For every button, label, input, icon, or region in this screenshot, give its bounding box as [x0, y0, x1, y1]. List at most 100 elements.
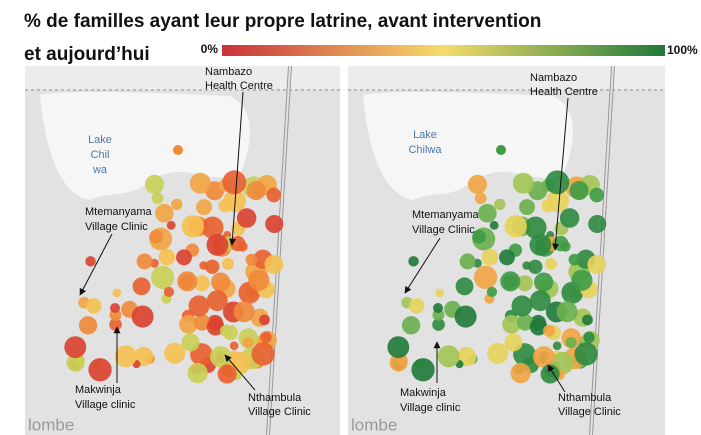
site-bubble: [222, 170, 247, 195]
site-bubble: [132, 277, 151, 296]
site-bubble: [206, 290, 228, 312]
site-bubble: [487, 342, 509, 364]
site-bubble: [502, 315, 521, 334]
lake-label: Lake: [413, 129, 437, 141]
site-bubble: [516, 314, 534, 331]
site-bubble: [467, 174, 487, 194]
site-bubble: [529, 290, 551, 312]
place-name: lombe: [351, 415, 397, 434]
site-bubble: [504, 215, 528, 238]
site-bubble: [187, 362, 208, 384]
site-bubble: [478, 203, 497, 223]
site-bubble: [85, 298, 102, 314]
site-bubble: [259, 314, 270, 326]
callout-label: Village Clinic: [412, 224, 475, 236]
site-bubble: [85, 256, 96, 267]
callout-label: Makwinja: [400, 387, 447, 399]
site-bubble: [251, 342, 275, 366]
callout-label: Nambazo: [530, 72, 577, 84]
site-bubble: [229, 341, 239, 351]
title-line: % de familles ayant leur propre latrine,…: [24, 11, 541, 32]
legend-max: 100%: [667, 43, 698, 57]
callout-label: Nthambula: [558, 392, 612, 404]
site-bubble: [193, 314, 211, 331]
site-bubble: [188, 295, 210, 317]
site-bubble: [210, 346, 232, 368]
site-bubble: [176, 249, 192, 266]
site-bubble: [411, 358, 435, 382]
site-bubble: [171, 198, 183, 211]
site-bubble: [589, 187, 605, 203]
site-bubble: [583, 331, 595, 344]
site-bubble: [510, 362, 531, 384]
site-bubble: [533, 346, 555, 368]
site-bubble: [266, 187, 282, 203]
site-bubble: [246, 181, 266, 201]
site-bubble: [587, 255, 607, 274]
site-bubble: [522, 261, 531, 270]
site-bubble: [193, 275, 210, 292]
site-bubble: [260, 331, 272, 344]
site-bubble: [220, 324, 233, 337]
site-bubble: [524, 216, 547, 239]
site-bubble: [164, 342, 186, 364]
lake-label: Chil: [91, 149, 110, 161]
callout-label: Village Clinic: [85, 221, 148, 233]
site-bubble: [481, 248, 499, 266]
site-bubble: [248, 269, 270, 291]
callout-label: Health Centre: [530, 86, 598, 98]
lake-label: Chilwa: [408, 144, 442, 156]
callout-label: Village Clinic: [558, 406, 621, 418]
site-bubble: [408, 256, 419, 267]
site-bubble: [158, 248, 176, 266]
site-bubble: [437, 345, 460, 368]
site-bubble: [571, 269, 593, 291]
lake-label: Lake: [88, 134, 112, 146]
site-bubble: [588, 214, 607, 234]
site-bubble: [541, 198, 555, 213]
site-bubble: [534, 272, 554, 292]
site-bubble: [173, 145, 183, 155]
site-bubble: [163, 286, 175, 298]
site-bubble: [574, 342, 598, 366]
site-bubble: [150, 265, 175, 290]
map-panel: lombe Lake Chil wa Nambazo Health Centre Mtema…: [25, 66, 340, 435]
site-bubble: [474, 192, 487, 205]
site-bubble: [489, 220, 499, 230]
site-bubble: [519, 199, 536, 216]
site-bubble: [552, 341, 562, 351]
callout-label: Village clinic: [75, 399, 136, 411]
site-bubble: [473, 265, 498, 290]
site-bubble: [201, 216, 224, 239]
site-bubble: [582, 314, 593, 326]
site-bubble: [64, 336, 87, 359]
callout-arrow: [79, 233, 113, 296]
title-line: et aujourd’hui: [24, 44, 150, 65]
site-bubble: [136, 253, 153, 270]
site-bubble: [545, 170, 570, 195]
site-bubble: [205, 259, 220, 274]
site-bubble: [455, 277, 474, 296]
site-bubble: [181, 333, 200, 352]
site-bubble: [433, 302, 444, 313]
site-bubble: [540, 364, 560, 384]
site-bubble: [181, 215, 205, 238]
site-bubble: [206, 233, 229, 256]
site-bubble: [494, 198, 506, 211]
site-bubble: [144, 174, 164, 194]
site-bubble: [196, 199, 213, 216]
site-bubble: [155, 203, 174, 223]
site-bubble: [432, 318, 445, 331]
lake-label: wa: [92, 164, 108, 176]
site-bubble: [218, 198, 232, 213]
site-bubble: [166, 220, 176, 230]
callout-label: Nthambula: [248, 392, 302, 404]
site-bubble: [516, 275, 533, 292]
callout-label: Village clinic: [400, 402, 461, 414]
site-bubble: [559, 208, 580, 228]
site-bubble: [512, 172, 534, 194]
site-bubble: [265, 214, 284, 234]
lake-area: [363, 92, 573, 200]
site-bubble: [199, 261, 208, 270]
